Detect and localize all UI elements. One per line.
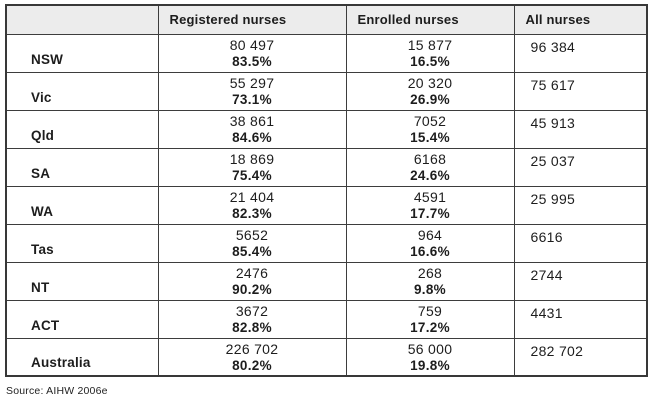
row-label: Tas [5, 223, 159, 263]
header-row: Registered nurses Enrolled nurses All nu… [5, 4, 648, 35]
table-row-qld: Qld 38 861 84.6% 7052 15.4% 45 913 [5, 109, 648, 149]
all-nurses-value: 25 995 [513, 185, 648, 225]
enrolled-cell: 7052 15.4% [345, 109, 515, 149]
table-row-act: ACT 3672 82.8% 759 17.2% 4431 [5, 299, 648, 339]
registered-count: 18 869 [229, 150, 275, 167]
registered-cell: 3672 82.8% [157, 299, 347, 339]
all-nurses-value: 2744 [513, 261, 648, 301]
row-label: SA [5, 147, 159, 187]
table-row-sa: SA 18 869 75.4% 6168 24.6% 25 037 [5, 147, 648, 187]
registered-cell: 226 702 80.2% [157, 337, 347, 377]
all-nurses-value: 282 702 [513, 337, 648, 377]
header-state [5, 4, 159, 35]
registered-count: 55 297 [229, 74, 275, 91]
registered-pct: 85.4% [232, 243, 272, 259]
enrolled-cell: 20 320 26.9% [345, 71, 515, 111]
registered-count: 80 497 [229, 36, 275, 53]
enrolled-count: 7052 [413, 112, 447, 129]
registered-pct: 83.5% [232, 53, 272, 69]
table-row-tas: Tas 5652 85.4% 964 16.6% 6616 [5, 223, 648, 263]
enrolled-cell: 6168 24.6% [345, 147, 515, 187]
row-label: NT [5, 261, 159, 301]
enrolled-pct: 26.9% [410, 91, 450, 107]
registered-pct: 80.2% [232, 357, 272, 373]
registered-count: 38 861 [229, 112, 275, 129]
table-row-australia: Australia 226 702 80.2% 56 000 19.8% 282… [5, 337, 648, 377]
header-registered-nurses: Registered nurses [157, 4, 347, 35]
enrolled-cell: 56 000 19.8% [345, 337, 515, 377]
row-label: ACT [5, 299, 159, 339]
registered-cell: 18 869 75.4% [157, 147, 347, 187]
enrolled-count: 759 [417, 302, 443, 319]
registered-pct: 82.3% [232, 205, 272, 221]
enrolled-cell: 964 16.6% [345, 223, 515, 263]
all-nurses-value: 96 384 [513, 33, 648, 73]
registered-count: 5652 [235, 226, 269, 243]
registered-pct: 90.2% [232, 281, 272, 297]
enrolled-pct: 15.4% [410, 129, 450, 145]
registered-pct: 82.8% [232, 319, 272, 335]
enrolled-pct: 16.6% [410, 243, 450, 259]
enrolled-pct: 17.2% [410, 319, 450, 335]
enrolled-cell: 4591 17.7% [345, 185, 515, 225]
registered-count: 3672 [235, 302, 269, 319]
table-body: NSW 80 497 83.5% 15 877 16.5% 96 384 Vic… [5, 33, 648, 377]
table-row-wa: WA 21 404 82.3% 4591 17.7% 25 995 [5, 185, 648, 225]
enrolled-pct: 19.8% [410, 357, 450, 373]
registered-pct: 84.6% [232, 129, 272, 145]
header-all-nurses: All nurses [513, 4, 648, 35]
header-enrolled-nurses: Enrolled nurses [345, 4, 515, 35]
all-nurses-value: 6616 [513, 223, 648, 263]
table-header: Registered nurses Enrolled nurses All nu… [5, 4, 648, 35]
all-nurses-value: 4431 [513, 299, 648, 339]
enrolled-count: 56 000 [407, 340, 453, 357]
source-note: Source: AIHW 2006e [6, 385, 108, 397]
registered-count: 2476 [235, 264, 269, 281]
row-label: Qld [5, 109, 159, 149]
nurses-table: Registered nurses Enrolled nurses All nu… [5, 4, 648, 377]
enrolled-count: 6168 [413, 150, 447, 167]
registered-count: 226 702 [225, 340, 279, 357]
row-label: WA [5, 185, 159, 225]
enrolled-count: 964 [417, 226, 443, 243]
table-row-nt: NT 2476 90.2% 268 9.8% 2744 [5, 261, 648, 301]
all-nurses-value: 45 913 [513, 109, 648, 149]
enrolled-cell: 15 877 16.5% [345, 33, 515, 73]
enrolled-pct: 9.8% [414, 281, 446, 297]
enrolled-pct: 17.7% [410, 205, 450, 221]
registered-cell: 38 861 84.6% [157, 109, 347, 149]
enrolled-count: 15 877 [407, 36, 453, 53]
row-label: Vic [5, 71, 159, 111]
all-nurses-value: 75 617 [513, 71, 648, 111]
registered-cell: 21 404 82.3% [157, 185, 347, 225]
enrolled-count: 268 [417, 264, 443, 281]
enrolled-pct: 16.5% [410, 53, 450, 69]
registered-cell: 55 297 73.1% [157, 71, 347, 111]
table-row-vic: Vic 55 297 73.1% 20 320 26.9% 75 617 [5, 71, 648, 111]
table-row-nsw: NSW 80 497 83.5% 15 877 16.5% 96 384 [5, 33, 648, 73]
registered-pct: 73.1% [232, 91, 272, 107]
registered-count: 21 404 [229, 188, 275, 205]
enrolled-count: 4591 [413, 188, 447, 205]
enrolled-cell: 759 17.2% [345, 299, 515, 339]
enrolled-count: 20 320 [407, 74, 453, 91]
registered-pct: 75.4% [232, 167, 272, 183]
enrolled-pct: 24.6% [410, 167, 450, 183]
registered-cell: 5652 85.4% [157, 223, 347, 263]
registered-cell: 2476 90.2% [157, 261, 347, 301]
row-label: NSW [5, 33, 159, 73]
all-nurses-value: 25 037 [513, 147, 648, 187]
enrolled-cell: 268 9.8% [345, 261, 515, 301]
registered-cell: 80 497 83.5% [157, 33, 347, 73]
row-label: Australia [5, 337, 159, 377]
